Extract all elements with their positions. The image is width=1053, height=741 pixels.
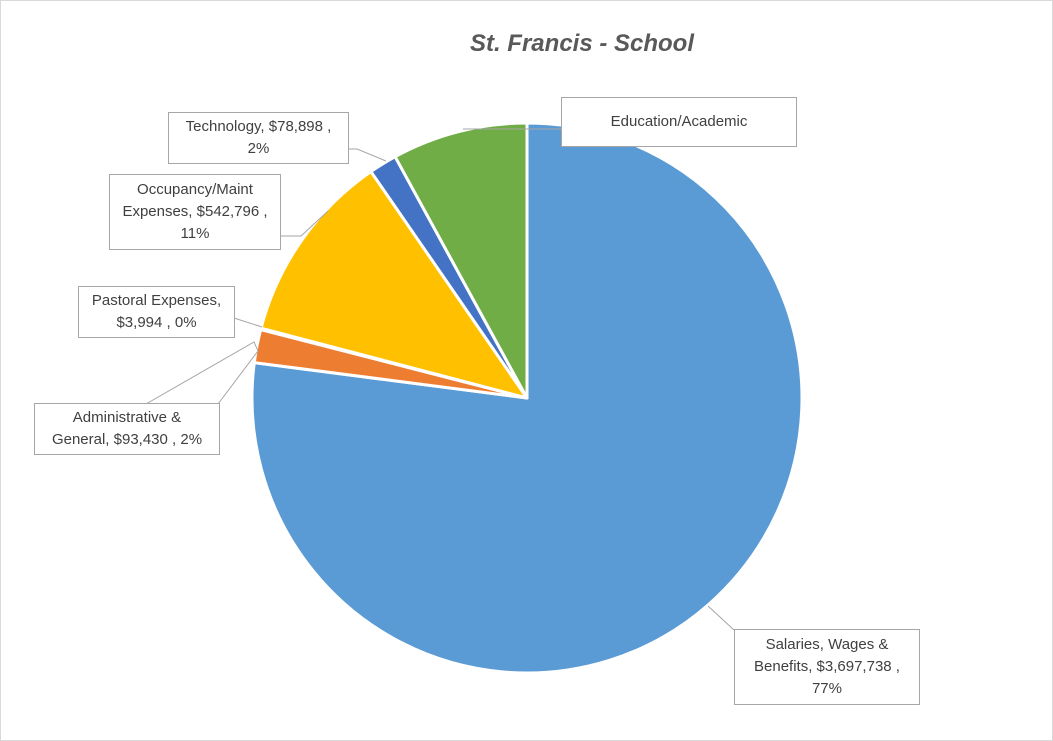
pie-slices [250, 121, 804, 675]
data-label-education-text: Education/Academic [610, 113, 748, 130]
data-label-administrative-text: Administrative & General, $93,430 , 2% [51, 409, 203, 448]
leader-line-occupancy [280, 210, 329, 237]
leader-line-pastoral [233, 317, 263, 328]
data-label-technology: Technology, $78,898 , 2% [168, 112, 349, 164]
pie-slice-occupancy-maint-expenses [259, 170, 529, 400]
data-label-pastoral: Pastoral Expenses, $3,994 , 0% [78, 286, 235, 338]
data-label-technology-text: Technology, $78,898 , 2% [185, 118, 332, 157]
data-label-administrative: Administrative & General, $93,430 , 2% [34, 403, 220, 455]
leader-lines [145, 128, 735, 631]
data-label-education: Education/Academic [561, 97, 797, 147]
data-label-occupancy: Occupancy/Maint Expenses, $542,796 , 11% [109, 174, 281, 250]
data-label-salaries: Salaries, Wages & Benefits, $3,697,738 ,… [734, 629, 920, 705]
chart-title: St. Francis - School [469, 30, 695, 57]
data-label-occupancy-text: Occupancy/Maint Expenses, $542,796 , 11% [122, 181, 268, 242]
data-label-salaries-text: Salaries, Wages & Benefits, $3,697,738 ,… [754, 636, 900, 697]
leader-line-technology [348, 148, 387, 162]
data-label-pastoral-text: Pastoral Expenses, $3,994 , 0% [91, 292, 222, 331]
leader-line-administrative [145, 341, 259, 405]
leader-line-salaries [707, 605, 735, 631]
pie-slice-education-academic [393, 121, 529, 400]
